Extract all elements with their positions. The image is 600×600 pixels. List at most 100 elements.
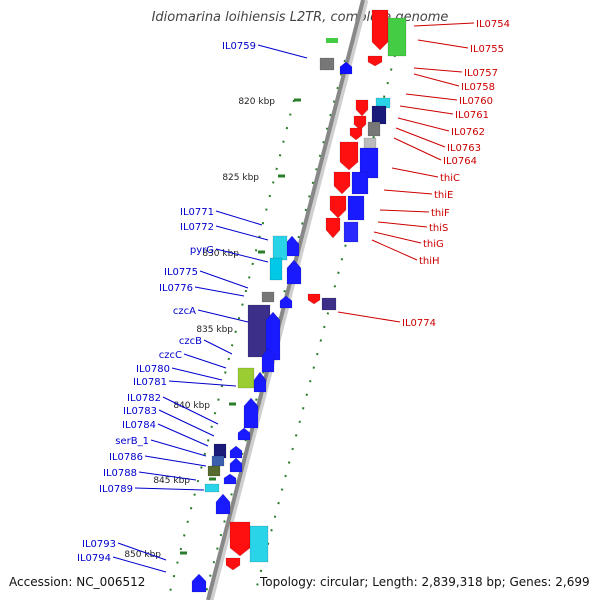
gene-feature[interactable]: [272, 235, 288, 261]
gene-feature[interactable]: [215, 493, 231, 515]
scale-label: 825 kbp: [222, 173, 259, 183]
right-leader-line: [391, 167, 439, 178]
right-gene-label[interactable]: IL0763: [447, 143, 481, 154]
left-leader-line: [199, 270, 249, 289]
left-gene-label[interactable]: czcA: [173, 306, 196, 317]
gene-feature[interactable]: [333, 171, 351, 195]
gene-feature[interactable]: [339, 61, 353, 75]
left-gene-label[interactable]: IL0784: [122, 420, 156, 431]
left-leader-line: [150, 439, 207, 457]
gene-feature[interactable]: [261, 347, 275, 373]
gene-feature[interactable]: [253, 371, 267, 393]
gene-feature[interactable]: [371, 105, 387, 125]
gene-feature[interactable]: [355, 99, 369, 117]
left-gene-label[interactable]: IL0775: [164, 267, 198, 278]
gene-feature[interactable]: [229, 521, 251, 557]
left-leader-line: [215, 225, 269, 241]
right-gene-label[interactable]: IL0760: [459, 96, 493, 107]
gene-feature[interactable]: [229, 445, 243, 459]
gene-feature[interactable]: [359, 147, 379, 179]
left-gene-label[interactable]: IL0759: [222, 41, 256, 52]
scale-label: 850 kbp: [124, 550, 161, 560]
right-gene-label[interactable]: IL0761: [455, 110, 489, 121]
left-gene-label[interactable]: IL0771: [180, 207, 214, 218]
gene-feature[interactable]: [329, 195, 347, 219]
gene-feature[interactable]: [261, 291, 275, 303]
gene-feature[interactable]: [213, 443, 227, 459]
left-gene-label[interactable]: IL0781: [133, 377, 167, 388]
right-gene-label[interactable]: IL0762: [451, 127, 485, 138]
right-gene-label[interactable]: thiS: [429, 223, 448, 234]
gene-feature[interactable]: [351, 171, 369, 195]
right-gene-label[interactable]: IL0774: [402, 318, 436, 329]
right-gene-label[interactable]: IL0764: [443, 156, 477, 167]
scale-label: 845 kbp: [153, 476, 190, 486]
gene-feature[interactable]: [353, 115, 367, 131]
left-gene-label[interactable]: pyrG: [190, 245, 214, 256]
right-leader-line: [413, 73, 460, 87]
gene-feature[interactable]: [325, 217, 341, 239]
gene-feature[interactable]: [339, 141, 359, 171]
left-gene-label[interactable]: czcC: [159, 350, 182, 361]
scale-label: 830 kbp: [202, 249, 239, 259]
gene-feature[interactable]: [375, 97, 391, 109]
right-leader-line: [373, 231, 422, 244]
gene-feature[interactable]: [243, 397, 259, 429]
gene-feature[interactable]: [225, 557, 241, 571]
gene-feature[interactable]: [343, 221, 359, 243]
gene-feature[interactable]: [223, 473, 237, 485]
gene-feature[interactable]: [326, 38, 338, 43]
left-gene-label[interactable]: IL0776: [159, 283, 193, 294]
left-leader-line: [257, 44, 308, 59]
gene-feature[interactable]: [321, 297, 337, 311]
left-gene-label[interactable]: IL0794: [77, 553, 111, 564]
left-gene-label[interactable]: IL0782: [127, 393, 161, 404]
gene-feature[interactable]: [347, 195, 365, 221]
right-gene-label[interactable]: thiH: [419, 256, 440, 267]
left-gene-label[interactable]: IL0772: [180, 222, 214, 233]
gene-feature[interactable]: [237, 367, 255, 389]
gene-feature[interactable]: [229, 457, 243, 473]
gene-feature[interactable]: [211, 455, 225, 467]
left-gene-label[interactable]: IL0786: [109, 452, 143, 463]
left-gene-label[interactable]: serB_1: [115, 436, 149, 447]
right-gene-label[interactable]: thiC: [440, 173, 460, 184]
left-gene-label[interactable]: IL0793: [82, 539, 116, 550]
gene-feature[interactable]: [204, 483, 220, 493]
gene-feature[interactable]: [269, 257, 283, 281]
left-gene-label[interactable]: IL0780: [136, 364, 170, 375]
right-gene-label[interactable]: thiF: [431, 208, 450, 219]
left-gene-label[interactable]: IL0789: [99, 484, 133, 495]
gene-feature[interactable]: [249, 525, 269, 563]
gene-feature[interactable]: [207, 465, 221, 477]
right-gene-label[interactable]: IL0754: [476, 19, 510, 30]
gene-feature[interactable]: [307, 293, 321, 305]
gene-feature[interactable]: [367, 55, 383, 67]
right-gene-label[interactable]: IL0758: [461, 82, 495, 93]
gene-feature[interactable]: [237, 427, 251, 441]
right-gene-label[interactable]: IL0757: [464, 68, 498, 79]
gene-feature[interactable]: [371, 9, 389, 51]
left-gene-label[interactable]: czcB: [179, 336, 202, 347]
left-leader-line: [158, 409, 215, 437]
gene-feature[interactable]: [367, 121, 381, 137]
left-leader-line: [144, 455, 207, 467]
left-gene-label[interactable]: IL0783: [123, 406, 157, 417]
left-gene-label[interactable]: IL0788: [103, 468, 137, 479]
left-leader-line: [215, 210, 263, 226]
gene-feature[interactable]: [387, 17, 407, 57]
right-leader-line: [405, 93, 458, 101]
gene-feature[interactable]: [191, 573, 207, 593]
right-leader-line: [397, 117, 450, 132]
left-leader-line: [194, 286, 245, 297]
gene-feature[interactable]: [319, 57, 335, 71]
right-gene-label[interactable]: thiG: [423, 239, 444, 250]
scale-label: 835 kbp: [196, 325, 233, 335]
right-gene-label[interactable]: thiE: [434, 190, 453, 201]
gene-feature[interactable]: [279, 295, 293, 309]
left-leader-line: [138, 471, 197, 481]
right-gene-label[interactable]: IL0755: [470, 44, 504, 55]
left-leader-line: [112, 556, 167, 573]
gene-feature[interactable]: [349, 127, 363, 141]
gene-feature[interactable]: [286, 259, 302, 285]
